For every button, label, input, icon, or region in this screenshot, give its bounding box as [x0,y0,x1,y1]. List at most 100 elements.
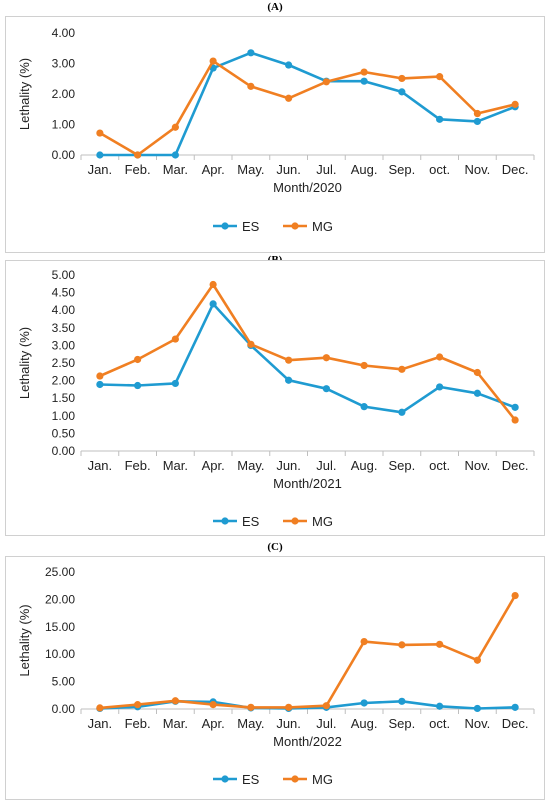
legend-item-mg: MG [283,772,333,787]
legend-item-es: ES [213,514,260,529]
legend-label: MG [312,219,333,234]
x-axis-label: Month/2020 [273,180,342,195]
y-tick-label: 3.00 [52,338,76,352]
x-tick-label: Jan. [88,162,113,177]
data-point-es [436,383,444,391]
data-point-mg [247,82,255,90]
x-tick-label: Feb. [125,458,151,473]
data-point-mg [134,355,142,364]
panel-a-label: (A) [267,1,283,13]
chart-c-svg: 0.00 5.00 10.00 15.00 20.00 25.00 Jan. Feb. Mar.… [17,565,535,787]
y-axis-label: Lethality (%) [17,604,32,676]
y-tick-label: 2.50 [52,356,76,370]
data-point-mg [134,701,142,709]
x-tick-label: Jun. [276,716,301,731]
data-point-es [511,403,519,411]
y-axis-label: Lethality (%) [17,58,32,130]
x-tick-label: Apr. [202,162,225,177]
panel-a: 0.00 1.00 2.00 3.00 4.00 Jan. Feb. Mar. Apr. May.… [5,16,545,253]
data-point-es [436,115,444,123]
data-point-mg [171,697,179,705]
y-axis-label: Lethality (%) [17,327,32,399]
data-point-es [247,49,255,57]
x-axis-label: Month/2022 [273,734,342,749]
data-point-es [322,385,330,393]
data-point-mg [285,94,293,102]
data-point-es [360,699,368,707]
legend-marker [291,222,299,230]
y-tick-label: 2.00 [52,87,76,101]
data-point-mg [360,361,368,370]
data-point-es [171,151,179,159]
data-point-es [96,151,104,159]
x-tick-label: Nov. [464,162,490,177]
legend-label: ES [242,514,260,529]
x-tick-label: Mar. [163,716,188,731]
x-tick-label: Dec. [502,716,529,731]
series-line-mg [99,283,517,421]
chart-b-svg: 0.00 0.50 1.00 1.50 2.00 2.50 3.00 3.50 4.00 4.50… [17,268,535,529]
y-tick-label: 4.50 [52,286,76,300]
data-point-mg [511,591,519,600]
x-tick-label: Nov. [464,458,490,473]
data-point-mg [96,372,104,380]
data-point-mg [511,416,519,424]
x-tick-label: May. [237,458,264,473]
legend-item-es: ES [213,772,260,787]
x-tick-label: Feb. [125,716,151,731]
data-point-mg [134,151,142,159]
data-point-mg [473,656,481,664]
data-point-mg [171,335,179,343]
y-tick-label: 0.00 [52,148,76,162]
legend-marker [221,517,229,525]
series-line-mg [99,594,517,710]
y-tick-label: 4.00 [52,303,76,317]
data-point-es [360,77,368,85]
y-tick-label: 2.00 [52,374,76,388]
data-point-mg [247,703,255,711]
x-tick-label: Aug. [351,162,378,177]
legend-item-es: ES [213,219,260,234]
data-point-es [96,380,104,389]
x-tick-label: Aug. [351,716,378,731]
y-tick-label: 0.00 [52,444,76,458]
x-tick-label: Sep. [389,162,416,177]
y-tick-label: 4.00 [52,26,76,40]
data-point-es [360,403,368,411]
data-point-mg [209,701,217,709]
data-point-es [436,702,444,710]
x-tick-label: Mar. [163,458,188,473]
x-axis-label: Month/2021 [273,476,342,491]
panel-b: 0.00 0.50 1.00 1.50 2.00 2.50 3.00 3.50 4.00 4.50… [5,260,545,536]
x-tick-label: Jun. [276,162,301,177]
x-tick-label: Jul. [316,162,336,177]
x-tick-label: Dec. [502,458,529,473]
x-tick-label: Aug. [351,458,378,473]
data-point-es [285,376,293,384]
chart-a-svg: 0.00 1.00 2.00 3.00 4.00 Jan. Feb. Mar. Apr. May.… [17,26,535,234]
y-tick-label: 20.00 [45,592,75,606]
x-tick-label: May. [237,162,264,177]
data-point-mg [209,280,217,289]
x-tick-label: Nov. [464,716,490,731]
x-tick-label: Jan. [88,716,113,731]
legend-label: MG [312,514,333,529]
data-point-es [511,703,519,711]
x-tick-label: Sep. [389,716,416,731]
x-tick-label: May. [237,716,264,731]
y-tick-label: 15.00 [45,620,75,634]
data-point-mg [473,109,481,118]
y-tick-label: 10.00 [45,647,75,661]
legend-marker [291,775,299,783]
y-tick-label: 5.00 [52,675,76,689]
data-point-mg [436,640,444,648]
series-line-mg [99,59,516,157]
x-tick-label: Sep. [389,458,416,473]
data-point-mg [285,356,293,364]
data-point-mg [322,702,330,710]
x-tick-label: Apr. [202,716,225,731]
series-line-es [99,51,516,157]
data-point-mg [511,100,519,108]
y-tick-label: 1.00 [52,409,76,423]
legend-label: MG [312,772,333,787]
